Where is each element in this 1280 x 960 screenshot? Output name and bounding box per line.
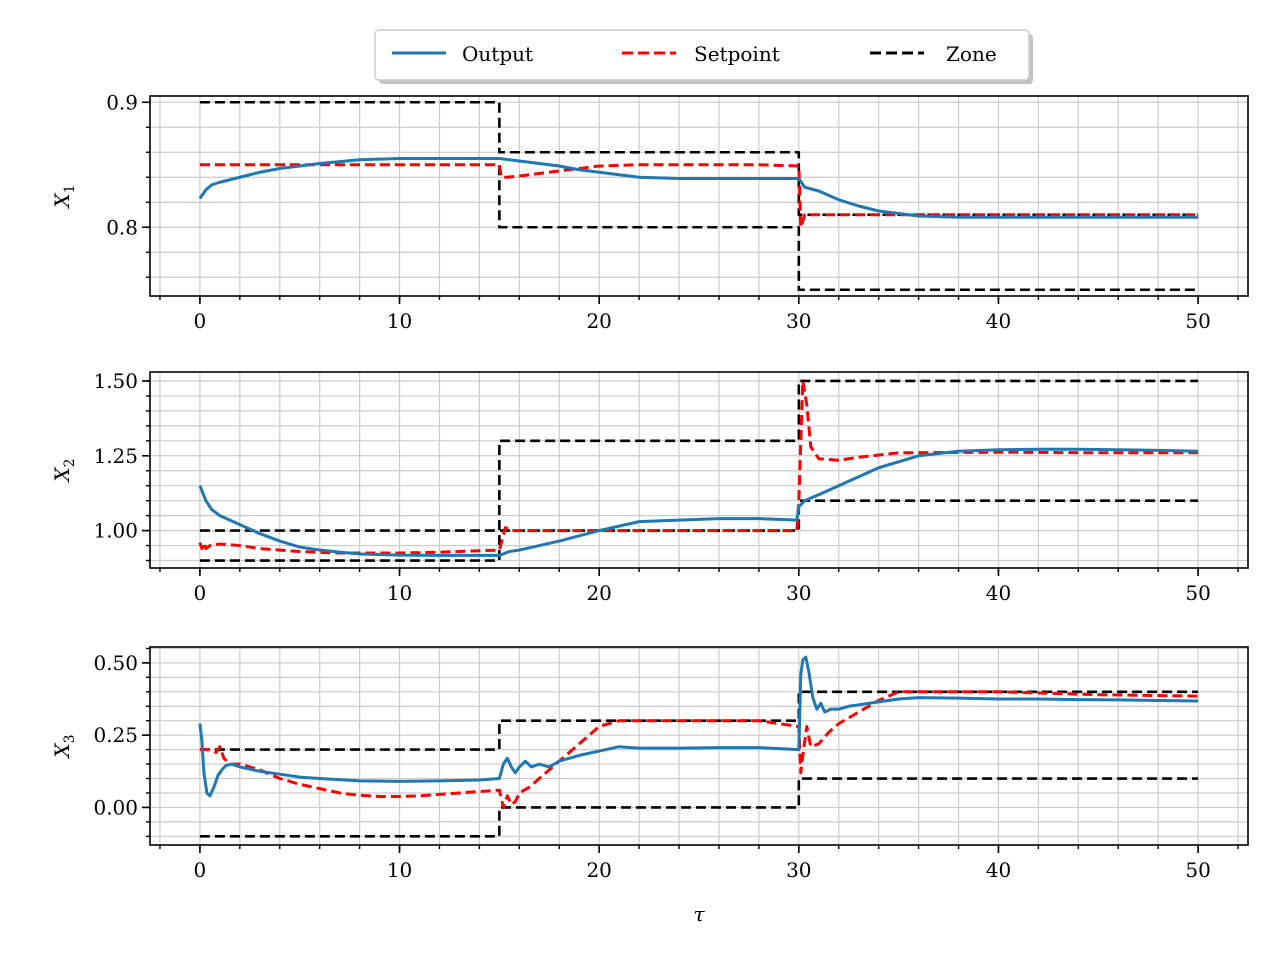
legend-label-zone: Zone <box>946 42 997 66</box>
y-tick-label: 1.00 <box>93 519 138 543</box>
x-tick-label: 10 <box>387 581 412 605</box>
y-tick-label: 1.50 <box>93 369 138 393</box>
x-tick-label: 50 <box>1185 581 1210 605</box>
series-group-x1 <box>198 100 1199 292</box>
y-axis-label-x3: X3 <box>50 734 78 759</box>
series-group-x2 <box>198 379 1199 562</box>
legend-frame <box>374 29 1030 81</box>
x-tick-label: 0 <box>194 858 207 882</box>
y-tick-label: 0.50 <box>93 651 138 675</box>
ticks-x1: 0 10 20 30 40 50 0.8 0.9 <box>106 90 1239 333</box>
plot-area-x2 <box>150 372 1248 568</box>
series-zone-lower-x3 <box>199 777 1199 838</box>
legend-entry-zone: Zone <box>870 42 997 66</box>
y-axis-label-base: X <box>50 193 74 210</box>
series-zone-upper-x2 <box>199 379 1199 532</box>
series-output-x2 <box>198 447 1199 557</box>
subplot-x1: 0 10 20 30 40 50 0.8 0.9 X1 <box>50 90 1249 333</box>
y-axis-label-sub: 2 <box>62 458 78 467</box>
x-tick-label: 20 <box>586 309 611 333</box>
legend-entry-setpoint: Setpoint <box>622 42 780 66</box>
plot-area-x3 <box>150 647 1248 845</box>
subplot-x3: 0 10 20 30 40 50 0.00 0.25 0.50 X3 τ <box>50 646 1249 926</box>
x-tick-label: 30 <box>786 581 811 605</box>
ticks-x2: 0 10 20 30 40 50 1.00 1.25 1.50 <box>93 369 1239 605</box>
y-axis-label-x2: X2 <box>50 458 78 483</box>
series-zone-upper-x1 <box>199 100 1199 217</box>
x-tick-label: 10 <box>387 309 412 333</box>
x-tick-label: 40 <box>986 581 1011 605</box>
y-tick-label: 0.25 <box>93 723 138 747</box>
series-output-x1 <box>198 157 1199 219</box>
subplot-x2: 0 10 20 30 40 50 1.00 1.25 1.50 X2 <box>50 369 1249 605</box>
y-axis-label-base: X <box>50 467 74 484</box>
y-tick-label: 0.00 <box>93 795 138 819</box>
y-tick-label: 0.8 <box>106 215 138 239</box>
x-tick-label: 20 <box>586 581 611 605</box>
legend-label-output: Output <box>462 42 533 66</box>
x-tick-label: 40 <box>986 309 1011 333</box>
x-tick-label: 0 <box>194 309 207 333</box>
x-tick-label: 40 <box>986 858 1011 882</box>
y-axis-label-sub: 3 <box>62 734 78 743</box>
legend-label-setpoint: Setpoint <box>694 42 780 66</box>
grid-x2 <box>150 372 1248 568</box>
y-axis-label-x1: X1 <box>50 184 78 209</box>
x-axis-label: τ <box>693 902 705 926</box>
y-tick-label: 0.9 <box>106 90 138 114</box>
y-tick-label: 1.25 <box>93 444 138 468</box>
x-tick-label: 10 <box>387 858 412 882</box>
x-tick-label: 0 <box>194 581 207 605</box>
series-group-x3 <box>198 655 1199 838</box>
x-tick-label: 20 <box>586 858 611 882</box>
series-setpoint-x1 <box>199 163 1199 229</box>
grid-x3 <box>150 647 1248 845</box>
ticks-x3: 0 10 20 30 40 50 0.00 0.25 0.50 <box>93 647 1239 882</box>
series-zone-upper-x3 <box>199 690 1199 751</box>
x-tick-label: 50 <box>1185 858 1210 882</box>
series-setpoint-x2 <box>198 379 1199 555</box>
x-tick-label: 50 <box>1185 309 1210 333</box>
legend: Output Setpoint Zone <box>374 29 1033 84</box>
series-output-x3 <box>198 655 1199 798</box>
axes-frame-x3 <box>149 646 1249 846</box>
x-tick-label: 30 <box>786 309 811 333</box>
x-tick-label: 30 <box>786 858 811 882</box>
y-axis-label-base: X <box>50 743 74 760</box>
series-zone-lower-x2 <box>199 499 1199 562</box>
y-axis-label-sub: 1 <box>62 184 78 193</box>
axes-frame-x1 <box>149 95 1249 297</box>
legend-entry-output: Output <box>392 42 533 66</box>
plot-area-x1 <box>150 96 1248 296</box>
axes-frame-x2 <box>149 371 1249 569</box>
